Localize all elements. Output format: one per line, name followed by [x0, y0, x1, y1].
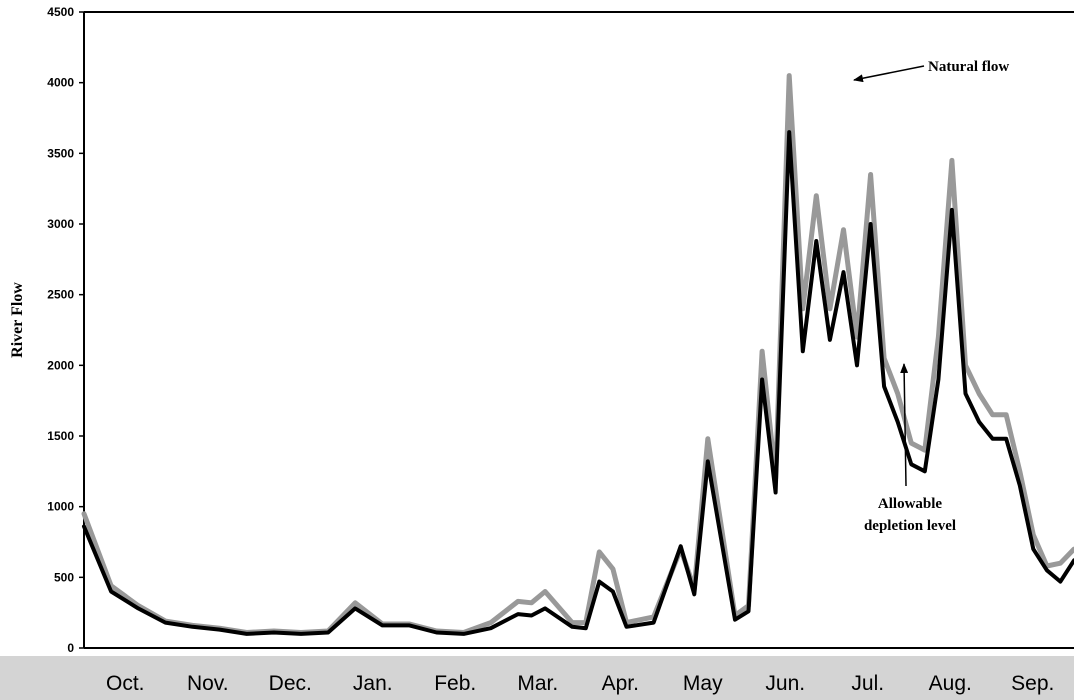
x-tick-label: Mar. [517, 672, 558, 695]
y-tick-label: 4000 [47, 76, 74, 90]
y-tick-label: 4500 [47, 5, 74, 19]
y-tick-label: 3500 [47, 146, 74, 160]
y-tick-label: 1000 [47, 500, 74, 514]
x-tick-label: Jan. [353, 672, 393, 695]
y-tick-label: 2500 [47, 288, 74, 302]
x-tick-label: Aug. [929, 672, 972, 695]
x-tick-label: May [683, 672, 723, 695]
x-tick-label: Nov. [187, 672, 229, 695]
annotation-natural-flow: Natural flow [928, 59, 1009, 75]
annotation-depletion-level: Allowable depletion level [864, 496, 956, 534]
month-axis-band [0, 656, 1074, 700]
x-tick-label: Sep. [1011, 672, 1054, 695]
y-tick-label: 1500 [47, 429, 74, 443]
y-tick-label: 2000 [47, 358, 74, 372]
x-tick-label: Apr. [602, 672, 639, 695]
depletion-level-arrow [900, 363, 909, 487]
annotation-depletion-line-1: Allowable [878, 496, 943, 512]
y-tick-label: 0 [67, 641, 74, 655]
natural-flow-arrow [853, 65, 925, 83]
y-tick-label: 3000 [47, 217, 74, 231]
x-tick-label: Jul. [851, 672, 884, 695]
x-axis: Oct. Nov. Dec. Jan. Feb. Mar. Apr. May Jun. Jul. A… [106, 672, 1054, 695]
x-tick-label: Feb. [434, 672, 476, 695]
y-tick-label: 500 [54, 570, 74, 584]
y-axis-label: River Flow [9, 282, 26, 358]
annotation-depletion-line-2: depletion level [864, 518, 956, 534]
series-line-depletion [82, 130, 1074, 636]
x-tick-label: Oct. [106, 672, 145, 695]
y-axis: 0 500 1000 1500 2000 2500 3000 3500 4000 4500 [47, 5, 84, 655]
x-tick-label: Dec. [269, 672, 312, 695]
x-tick-label: Jun. [765, 672, 805, 695]
annotations: Natural flow Allowable depletion level [853, 59, 1009, 534]
plot-area [81, 11, 1074, 649]
series-line-natural [81, 73, 1074, 635]
